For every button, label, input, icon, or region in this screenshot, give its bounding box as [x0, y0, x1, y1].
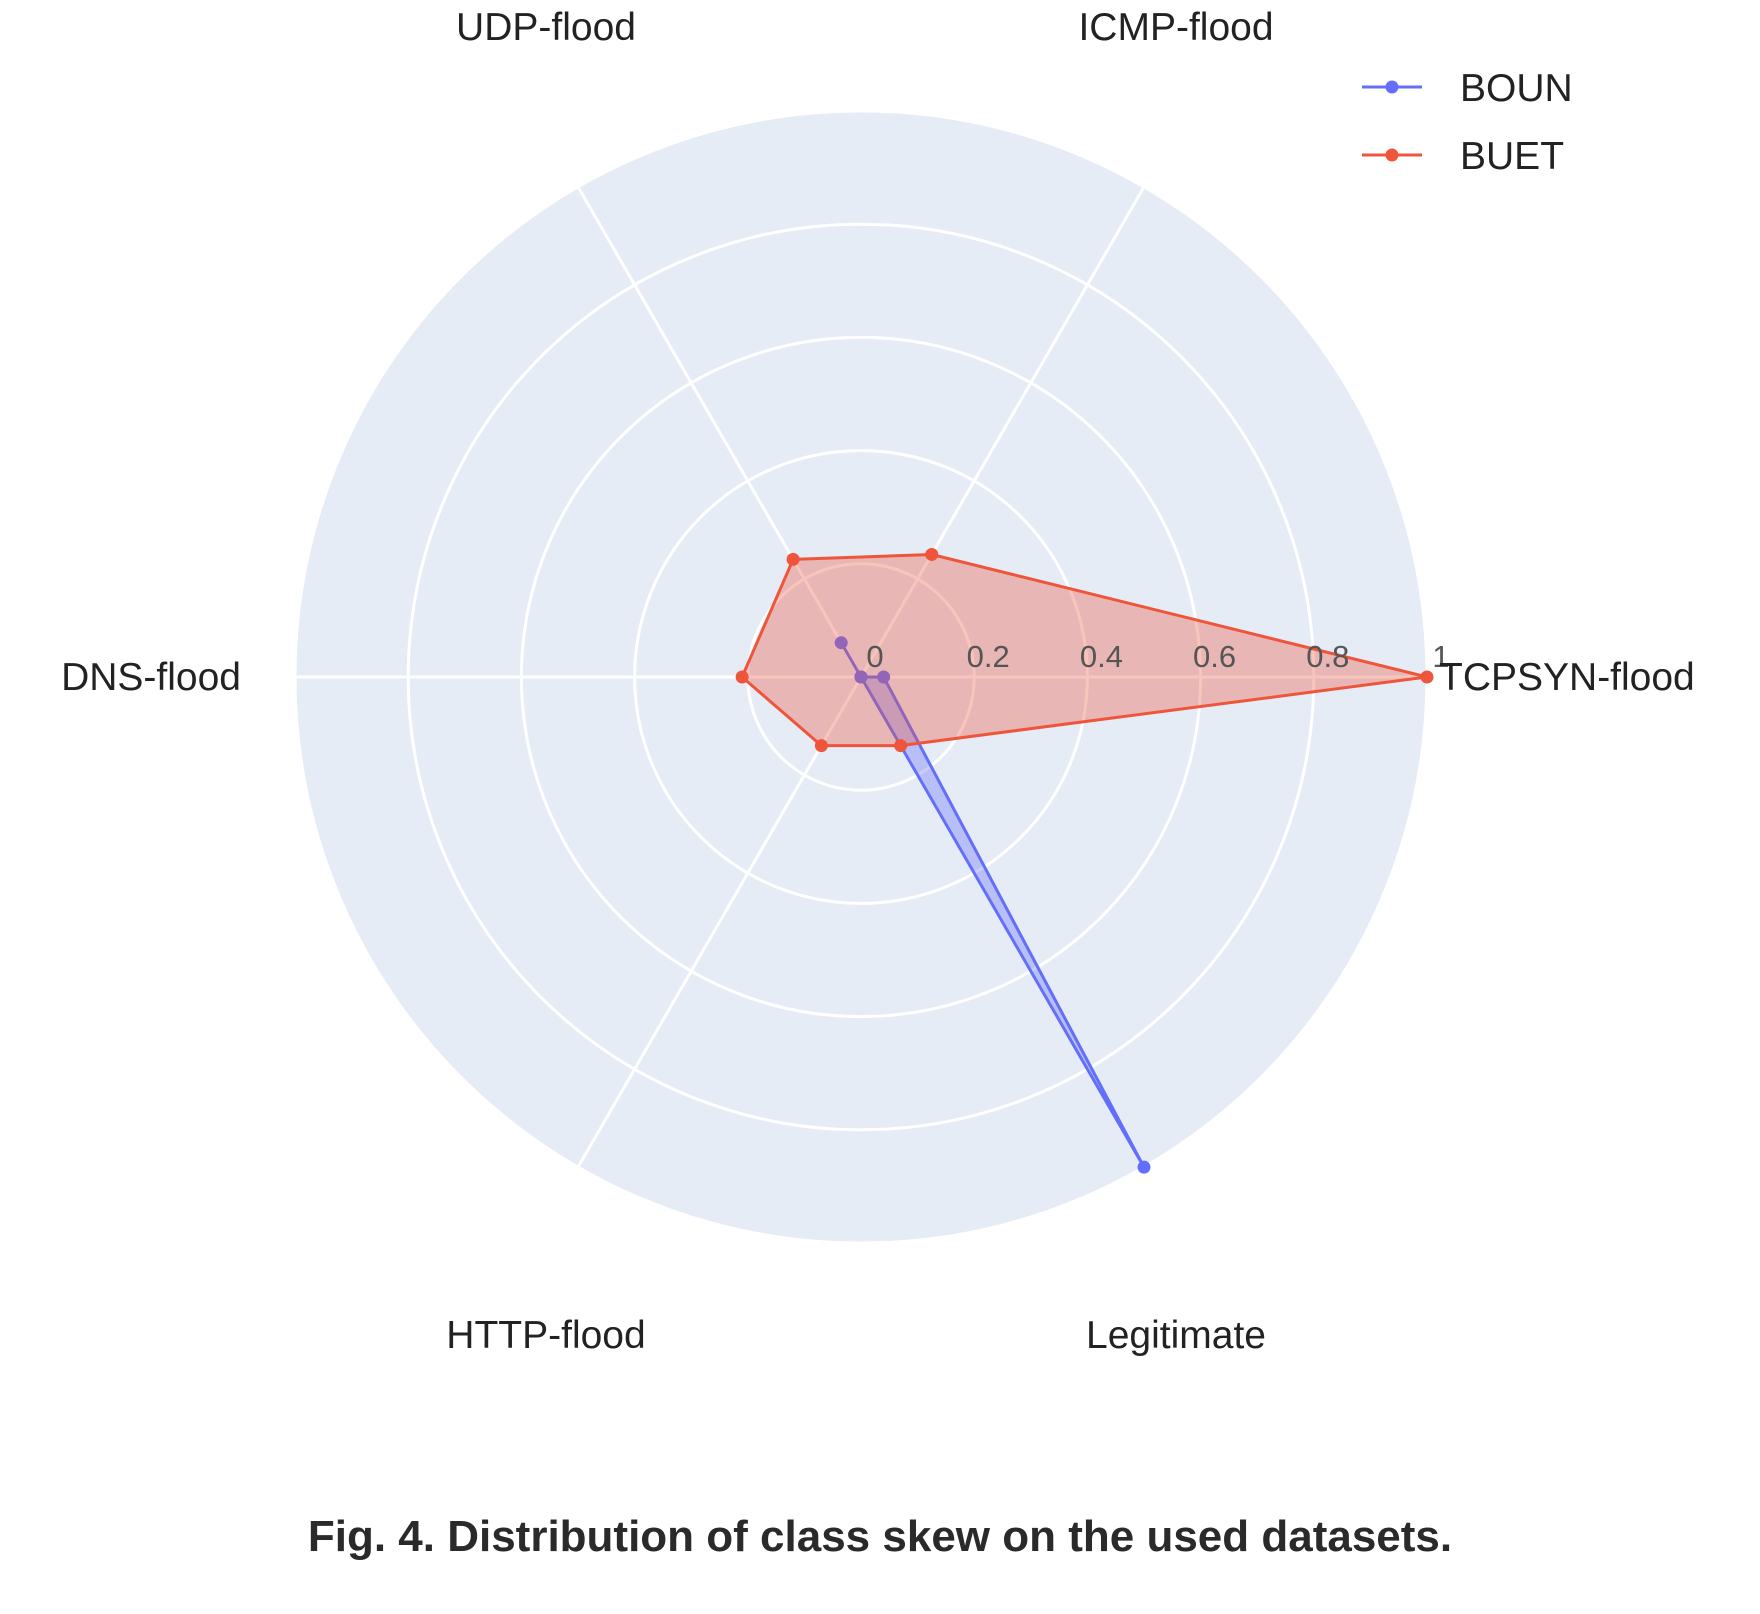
grid-spoke	[576, 186, 863, 678]
radial-tick-label: 0.2	[967, 639, 1010, 674]
series-buet-point	[925, 547, 939, 561]
legend-label: BOUN	[1460, 67, 1573, 110]
axis-label-legitimate: Legitimate	[1086, 1314, 1266, 1357]
series-buet-point	[786, 552, 800, 566]
series-buet-point	[814, 739, 828, 753]
radial-tick-labels: 0 0.2 0.4 0.6 0.8 1	[866, 639, 1449, 674]
axis-label-udp-flood: UDP-flood	[456, 6, 636, 49]
radial-tick-label: 1	[1432, 639, 1449, 674]
axis-label-icmp-flood: ICMP-flood	[1078, 6, 1273, 49]
legend-marker	[1385, 80, 1399, 94]
legend-item-buet[interactable]: BUET	[1362, 135, 1564, 178]
grid-spoke	[576, 676, 863, 1168]
series-buet-point	[894, 739, 908, 753]
axis-label-dns-flood: DNS-flood	[61, 656, 241, 699]
series-layer	[735, 547, 1434, 1174]
legend-marker	[1385, 148, 1399, 162]
figure-caption: Fig. 4. Distribution of class skew on th…	[307, 1512, 1453, 1561]
series-buet-point	[1420, 670, 1434, 684]
grid-spoke	[859, 186, 1146, 678]
radial-tick-label: 0.4	[1080, 639, 1123, 674]
series-boun-point	[854, 670, 868, 684]
axis-label-tcpsyn-flood: TCPSYN-flood	[1439, 656, 1695, 699]
series-boun-point	[834, 636, 848, 650]
radial-tick-label: 0.6	[1193, 639, 1236, 674]
legend[interactable]: BOUN BUET	[1362, 67, 1573, 178]
series-buet-point	[735, 670, 749, 684]
series-boun-point	[1137, 1160, 1151, 1174]
angular-axis-labels: TCPSYN-flood ICMP-flood UDP-flood DNS-flood…	[61, 6, 1695, 1357]
legend-label: BUET	[1460, 135, 1564, 178]
radial-tick-label: 0.8	[1306, 639, 1349, 674]
legend-item-boun[interactable]: BOUN	[1362, 67, 1573, 110]
radial-tick-label: 0	[866, 639, 883, 674]
axis-label-http-flood: HTTP-flood	[446, 1314, 645, 1357]
series-boun-point	[877, 670, 891, 684]
